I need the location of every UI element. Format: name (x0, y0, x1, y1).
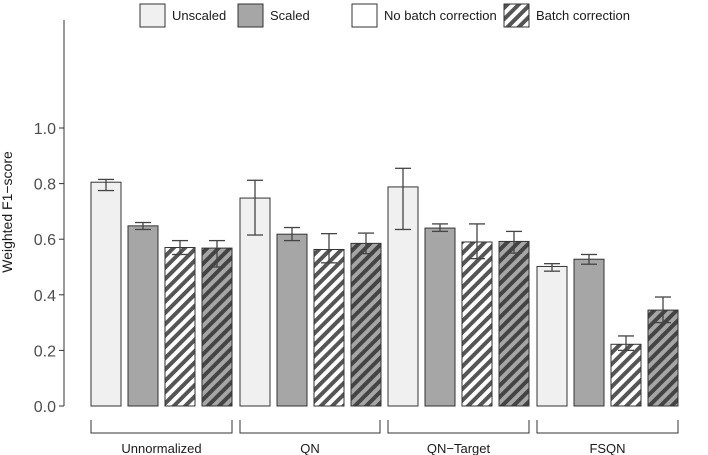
bar (350, 242, 382, 407)
y-axis-title: Weighted F1−score (0, 151, 15, 273)
bar (498, 240, 530, 407)
legend-swatch-unscaled (139, 3, 166, 28)
bar (276, 233, 308, 407)
legend: Unscaled Scaled No batch correction Batc… (139, 3, 630, 28)
bar (424, 227, 456, 407)
bar (164, 247, 196, 407)
bar (127, 225, 159, 407)
legend-label-batch-correction: Batch correction (536, 8, 630, 23)
y-tick-label: 0.0 (34, 399, 56, 416)
group-bracket (90, 420, 233, 434)
bar (201, 247, 233, 407)
legend-label-scaled: Scaled (270, 8, 310, 23)
legend-swatch-scaled (237, 3, 264, 28)
group-bracket (387, 420, 530, 434)
y-tick-label: 1.0 (34, 121, 56, 138)
bar (647, 309, 679, 407)
y-tick-label: 0.6 (34, 232, 56, 249)
y-tick-label: 0.8 (34, 177, 56, 194)
legend-label-no-batch-correction: No batch correction (384, 8, 497, 23)
group-bracket (536, 420, 679, 434)
group-label: FSQN (589, 441, 625, 455)
legend-label-unscaled: Unscaled (172, 8, 226, 23)
y-tick-label: 0.2 (34, 343, 56, 360)
y-axis-ticks: 0.0 0.2 0.4 0.6 0.8 1.0 (34, 121, 64, 416)
bar (573, 258, 605, 407)
y-tick-label: 0.4 (34, 288, 56, 305)
group-label: Unnormalized (121, 441, 201, 455)
group-bracket (239, 420, 381, 434)
bar (461, 241, 493, 407)
legend-swatch-no-batch-correction (351, 3, 378, 28)
group-axis: Unnormalized QN QN−Target FSQN (90, 420, 679, 455)
legend-swatch-batch-correction (503, 3, 530, 28)
bar (90, 181, 122, 407)
group-label: QN−Target (427, 441, 491, 455)
group-label: QN (300, 441, 320, 455)
bar (610, 343, 642, 407)
bar (536, 265, 568, 407)
bars (90, 167, 679, 407)
bar (313, 248, 345, 407)
